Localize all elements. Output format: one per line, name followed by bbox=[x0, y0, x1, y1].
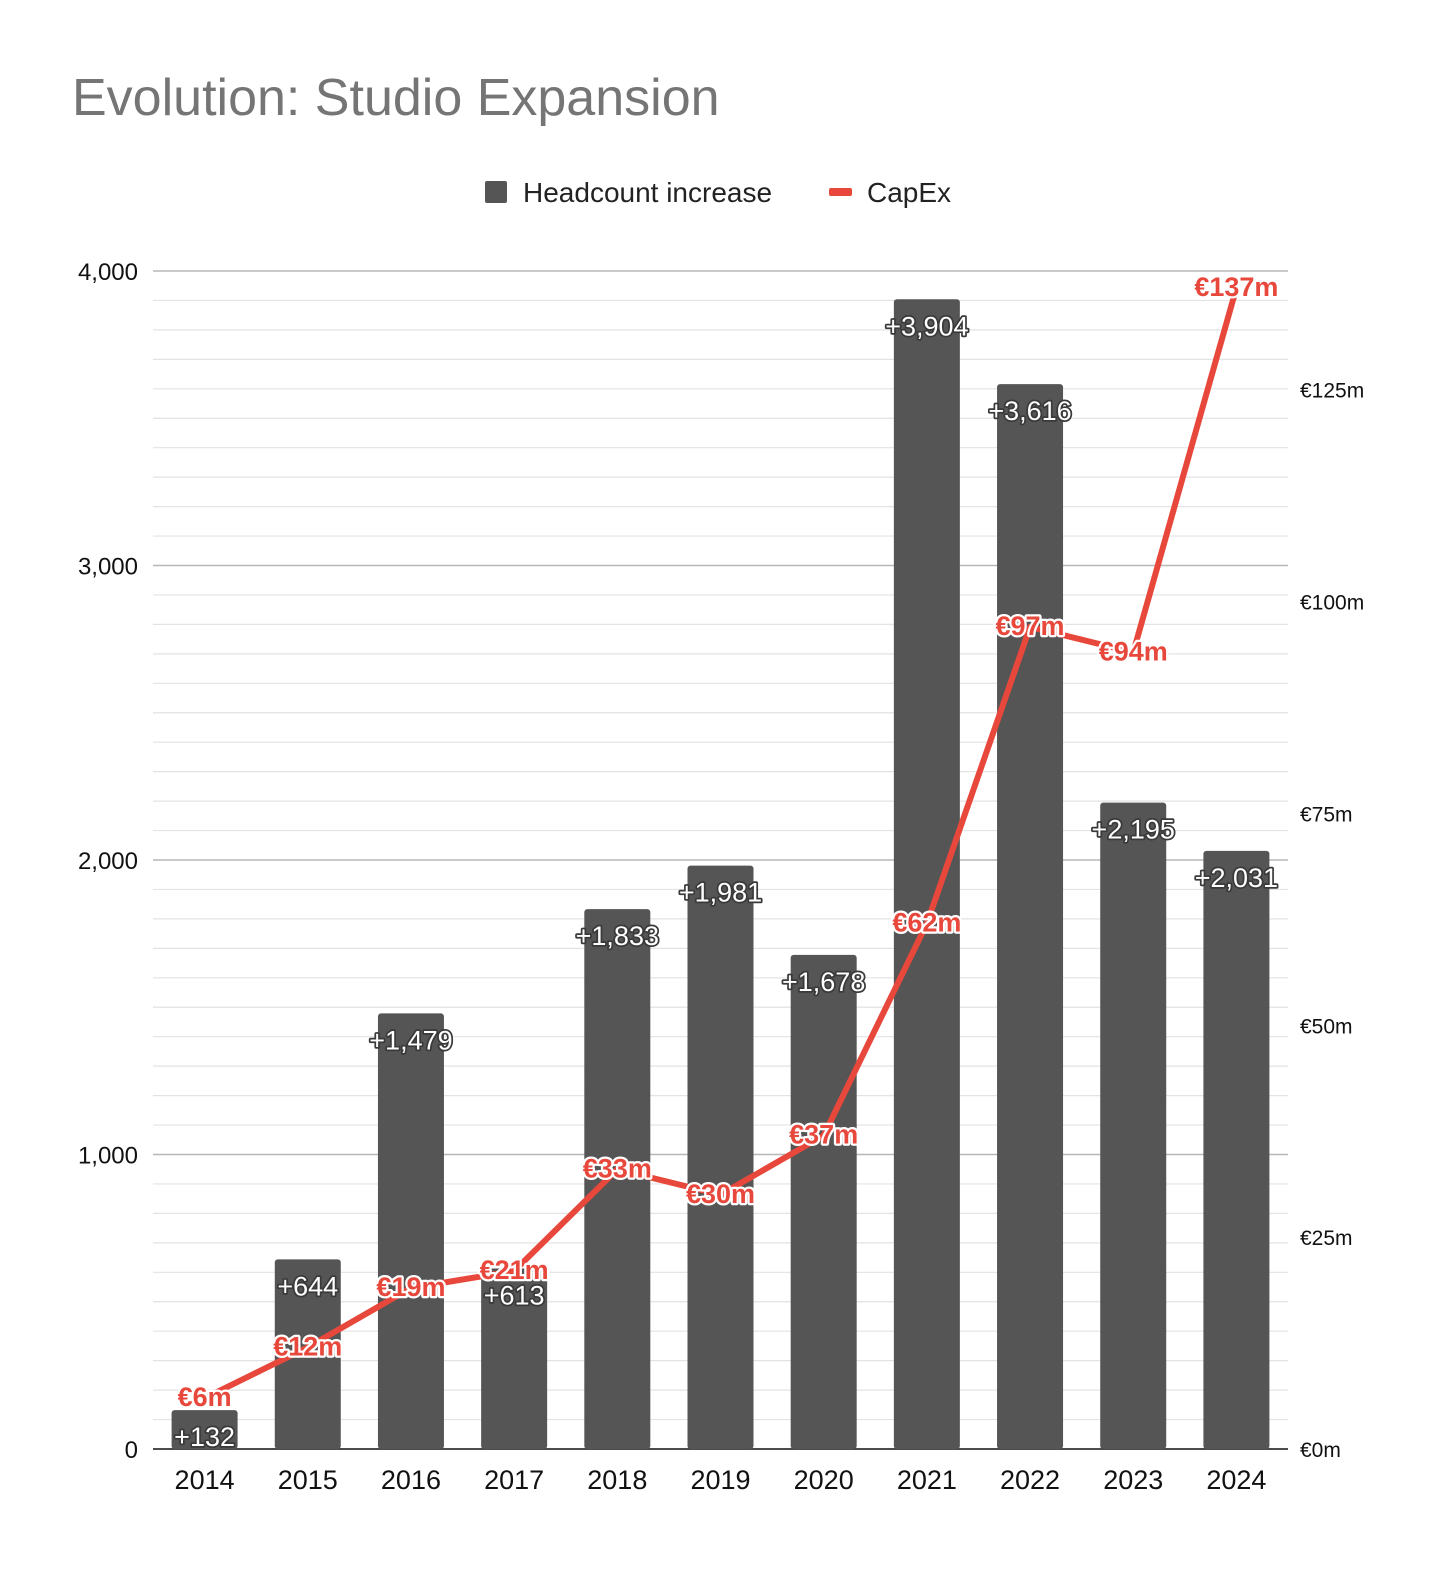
capex-point bbox=[614, 1166, 621, 1173]
bar-headcount bbox=[584, 909, 651, 1449]
bar-data-label: +1,833 bbox=[576, 921, 659, 951]
capex-data-label: €97m bbox=[996, 611, 1065, 641]
capex-data-label: €62m bbox=[892, 908, 961, 938]
x-tick-label: 2018 bbox=[587, 1465, 647, 1495]
chart-title: Evolution: Studio Expansion bbox=[72, 69, 720, 127]
bar-data-label: +613 bbox=[484, 1280, 545, 1310]
capex-point bbox=[1130, 649, 1137, 656]
capex-point bbox=[1233, 284, 1240, 291]
bar-data-label: +644 bbox=[277, 1271, 338, 1301]
bar-headcount bbox=[997, 384, 1064, 1449]
bar-data-label: +3,616 bbox=[988, 396, 1071, 426]
x-tick-label: 2016 bbox=[381, 1465, 441, 1495]
bar-data-label: +2,195 bbox=[1092, 815, 1175, 845]
capex-point bbox=[923, 920, 930, 927]
x-tick-label: 2023 bbox=[1103, 1465, 1163, 1495]
legend: Headcount increase CapEx bbox=[485, 177, 951, 208]
y-left-tick-label: 2,000 bbox=[78, 848, 138, 875]
bar-series bbox=[171, 299, 1270, 1450]
x-tick-label: 2019 bbox=[690, 1465, 750, 1495]
y-right-tick-label: €0m bbox=[1300, 1439, 1341, 1462]
line-series bbox=[201, 284, 1240, 1402]
x-tick-label: 2024 bbox=[1206, 1465, 1266, 1495]
bar-data-label: +1,678 bbox=[782, 967, 865, 997]
bar-data-label: +3,904 bbox=[885, 311, 968, 341]
bar-data-label: +1,479 bbox=[369, 1025, 452, 1055]
legend-swatch-bar bbox=[485, 181, 507, 203]
y-left-tick-label: 0 bbox=[125, 1437, 138, 1464]
capex-data-label: €19m bbox=[376, 1272, 445, 1302]
bar-headcount bbox=[171, 1410, 238, 1449]
capex-data-label: €94m bbox=[1099, 636, 1168, 666]
bar-data-label: +2,031 bbox=[1195, 863, 1278, 893]
y-right-tick-label: €125m bbox=[1300, 380, 1364, 403]
bar-headcount bbox=[790, 954, 857, 1449]
capex-data-label: €37m bbox=[789, 1119, 858, 1149]
x-tick-label: 2021 bbox=[897, 1465, 957, 1495]
capex-data-label: €33m bbox=[583, 1153, 652, 1183]
capex-point bbox=[201, 1395, 208, 1402]
y-right-tick-label: €25m bbox=[1300, 1227, 1353, 1250]
x-tick-label: 2020 bbox=[794, 1465, 854, 1495]
bar-headcount bbox=[893, 299, 960, 1450]
bar-data-label: +1,981 bbox=[679, 878, 762, 908]
legend-label-capex: CapEx bbox=[867, 177, 951, 208]
legend-swatch-line bbox=[829, 188, 852, 196]
x-tick-label: 2017 bbox=[484, 1465, 544, 1495]
data-labels: +132 +644 +1,479 +613 +1,833 +1,981 +1,678 +3,9… bbox=[172, 270, 1280, 1454]
capex-point bbox=[304, 1344, 311, 1351]
bar-headcount bbox=[1203, 850, 1270, 1449]
capex-data-label: €137m bbox=[1194, 272, 1278, 302]
capex-data-label: €21m bbox=[480, 1255, 549, 1285]
bar-headcount bbox=[1100, 802, 1167, 1449]
x-tick-label: 2014 bbox=[175, 1465, 235, 1495]
bar-headcount bbox=[274, 1259, 341, 1449]
capex-data-label: €12m bbox=[273, 1331, 342, 1361]
bar-headcount bbox=[481, 1268, 548, 1449]
capex-point bbox=[717, 1191, 724, 1198]
axes: 0 1,000 2,000 3,000 4,000 €0m €25m €50m €75m €100… bbox=[78, 259, 1364, 1495]
y-right-tick-label: €75m bbox=[1300, 803, 1353, 826]
capex-point bbox=[511, 1268, 518, 1275]
y-right-tick-label: €100m bbox=[1300, 592, 1364, 615]
capex-data-label: €30m bbox=[686, 1179, 755, 1209]
bar-data-label: +132 bbox=[174, 1422, 235, 1452]
y-left-tick-label: 3,000 bbox=[78, 554, 138, 581]
capex-point bbox=[820, 1132, 827, 1139]
y-right-tick-label: €50m bbox=[1300, 1015, 1353, 1038]
y-left-tick-label: 1,000 bbox=[78, 1143, 138, 1170]
bar-headcount bbox=[687, 865, 754, 1449]
y-left-tick-label: 4,000 bbox=[78, 259, 138, 286]
capex-point bbox=[1027, 623, 1034, 630]
bar-headcount bbox=[377, 1013, 444, 1449]
x-tick-label: 2015 bbox=[278, 1465, 338, 1495]
x-tick-label: 2022 bbox=[1000, 1465, 1060, 1495]
legend-label-headcount: Headcount increase bbox=[523, 177, 772, 208]
capex-data-label: €6m bbox=[178, 1382, 232, 1412]
capex-point bbox=[407, 1284, 414, 1291]
